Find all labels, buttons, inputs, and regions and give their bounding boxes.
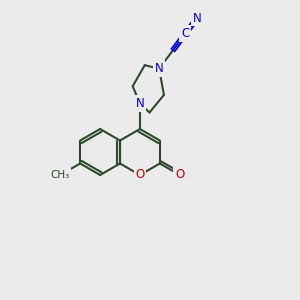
Text: CH₃: CH₃ [51,170,70,180]
Text: N: N [136,97,144,110]
Text: O: O [175,169,184,182]
Text: O: O [135,169,145,182]
Text: N: N [155,62,164,75]
Text: N: N [193,12,201,25]
Text: C: C [181,27,190,40]
